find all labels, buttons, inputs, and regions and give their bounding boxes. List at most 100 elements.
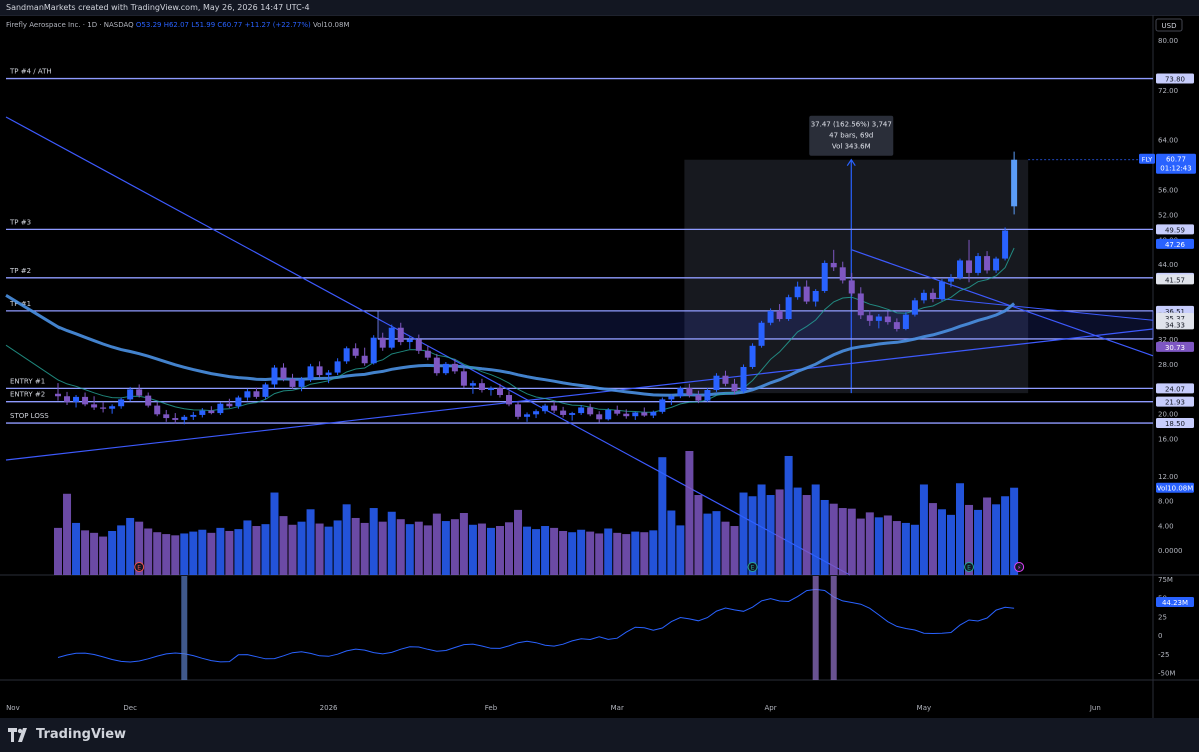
volume-bar <box>856 518 865 575</box>
candle-body <box>938 281 945 300</box>
candle-body <box>984 256 991 271</box>
volume-bar <box>658 457 667 575</box>
volume-bar <box>640 532 649 575</box>
time-tick: Apr <box>765 704 777 712</box>
price-tag-bg <box>1156 238 1194 249</box>
candle-body <box>641 412 648 416</box>
volume-bar <box>306 509 315 575</box>
price-chart[interactable]: 37.47 (162.56%) 3,747 47 bars, 69d Vol 343… <box>0 15 1199 718</box>
legend-field: C60.77 <box>217 21 244 29</box>
volume-bar <box>108 530 117 575</box>
candle-body <box>704 390 711 401</box>
candle-body <box>271 367 278 385</box>
candle-body <box>388 327 395 348</box>
earnings-marker <box>1014 562 1025 572</box>
candle-body <box>686 388 693 396</box>
volume-bar <box>297 521 306 575</box>
volume-bar <box>694 495 703 575</box>
candle-body <box>902 314 909 329</box>
candle-body <box>821 262 828 291</box>
volume-bar <box>1010 487 1019 575</box>
candle-body <box>253 391 260 397</box>
candle-body <box>64 396 71 402</box>
currency-box <box>1155 18 1183 32</box>
volume-bar <box>946 514 955 575</box>
volume-bar <box>369 508 378 575</box>
last-price-bg <box>1156 153 1196 174</box>
volume-bar <box>748 496 757 575</box>
breakout-line <box>932 297 1154 321</box>
volume-bar <box>874 517 883 575</box>
volume-tick: 12.00 <box>1158 473 1178 481</box>
candle-body <box>569 413 576 415</box>
candle-body <box>145 395 152 406</box>
volume-bar <box>559 530 568 575</box>
volume-bar <box>234 529 243 575</box>
volume-bar <box>883 515 892 575</box>
candle-body <box>893 322 900 329</box>
volume-bar <box>613 532 622 575</box>
uptrend-line <box>5 328 1154 461</box>
level-label: STOP LOSS <box>10 412 49 420</box>
volume-bar <box>892 521 901 575</box>
attribution-text: SandmanMarkets created with TradingView.… <box>6 3 310 12</box>
volume-bar <box>865 512 874 575</box>
candle-body <box>298 379 305 387</box>
candle-body <box>794 286 801 298</box>
tradingview-logo-icon <box>8 727 27 742</box>
volume-tick: 4.00 <box>1158 522 1174 530</box>
price-tick: 52.00 <box>1158 211 1178 219</box>
level-tag: 21.93 <box>1165 399 1185 407</box>
candle-body <box>397 327 404 343</box>
candle-body <box>280 367 287 379</box>
volume-bar <box>324 526 333 575</box>
volume-bar <box>829 503 838 575</box>
volume-bar <box>63 493 72 575</box>
volume-bar <box>667 510 676 575</box>
legend-field: L51.99 <box>191 21 217 29</box>
candle-body <box>109 406 116 409</box>
candle-body <box>181 416 188 420</box>
level-tag: 36.51 <box>1165 308 1185 316</box>
candle-body <box>767 310 774 323</box>
volume-bar <box>387 511 396 575</box>
resistance-line <box>851 249 1154 357</box>
oscillator-line <box>57 588 1015 663</box>
oscillator-tick: -25 <box>1158 651 1169 659</box>
price-tag: 35.37 <box>1165 315 1185 323</box>
candle-body <box>623 413 630 417</box>
level-tag-bg <box>1156 73 1194 84</box>
volume-bar <box>595 533 604 575</box>
volume-bar <box>342 504 351 575</box>
candle-body <box>487 388 494 391</box>
candle-body <box>929 292 936 300</box>
volume-bar <box>54 527 62 575</box>
candle-body <box>605 409 612 420</box>
volume-bar <box>450 519 459 575</box>
candle-body <box>515 404 522 417</box>
earnings-marker-label: E <box>137 565 141 572</box>
price-tag-bg <box>1156 319 1194 330</box>
last-price: 60.77 <box>1166 156 1186 164</box>
time-tick: Feb <box>485 704 498 712</box>
candle-body <box>316 366 323 376</box>
price-tick: 28.00 <box>1158 361 1178 369</box>
volume-bar <box>90 532 99 575</box>
volume-bar <box>396 519 405 575</box>
price-tag: 34.33 <box>1165 321 1185 329</box>
candle-body <box>524 414 531 417</box>
volume-bar <box>766 495 775 575</box>
oscillator-last-bg <box>1156 597 1194 607</box>
candle-body <box>136 389 143 396</box>
volume-bar <box>207 532 216 575</box>
attribution-bar: SandmanMarkets created with TradingView.… <box>0 0 1199 15</box>
tradingview-logo[interactable]: TradingView <box>8 727 126 742</box>
volume-bar <box>225 530 234 575</box>
price-tick: 44.00 <box>1158 261 1178 269</box>
candle-body <box>244 391 251 398</box>
candle-body <box>920 292 927 301</box>
candle-body <box>758 322 765 346</box>
candle-body <box>163 414 170 419</box>
volume-bar <box>243 520 252 575</box>
volume-bar <box>577 529 586 575</box>
